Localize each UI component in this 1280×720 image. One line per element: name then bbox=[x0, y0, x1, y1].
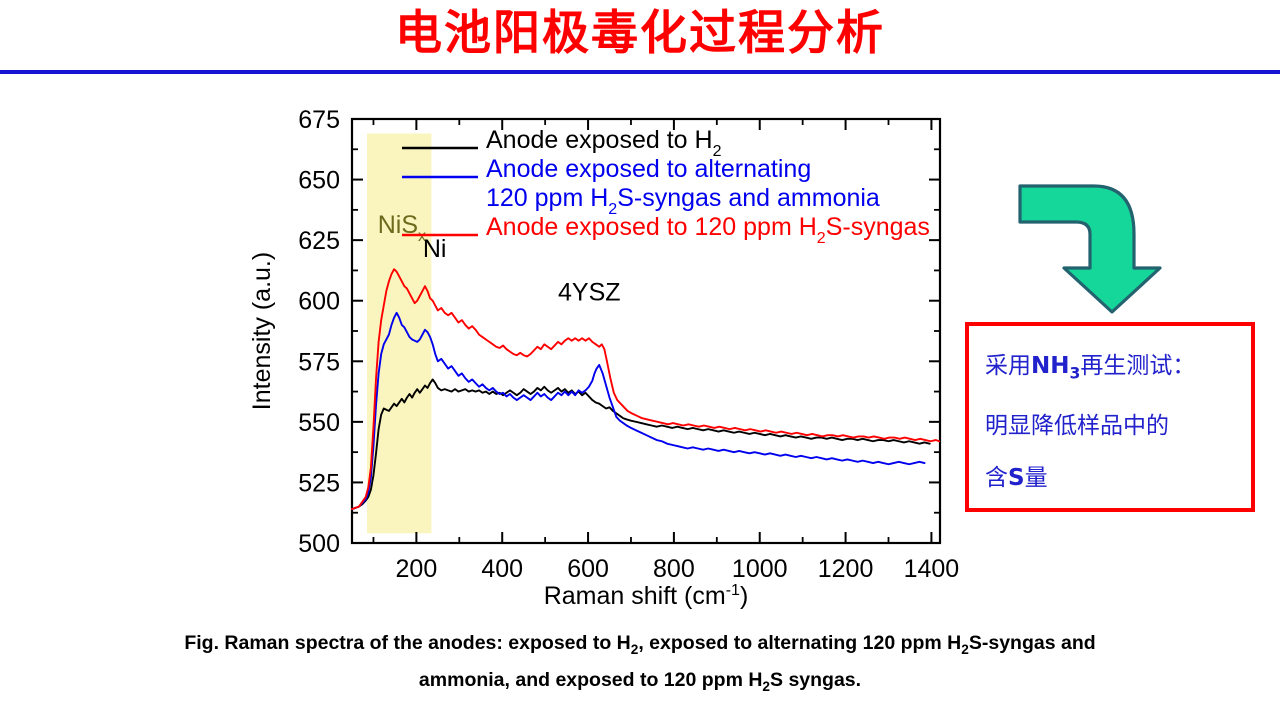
x-tick-label: 1400 bbox=[904, 555, 960, 583]
arrow-svg bbox=[1018, 184, 1162, 314]
page-title: 电池阳极毒化过程分析 bbox=[395, 6, 885, 61]
callout-line-3: 含S量 bbox=[985, 452, 1235, 504]
y-tick-label: 650 bbox=[298, 167, 340, 195]
callout-line-1: 采用NH3再生测试： bbox=[985, 340, 1235, 400]
legend-label: Anode exposed to H2 bbox=[486, 126, 722, 160]
annotation-2: 4YSZ bbox=[558, 279, 621, 307]
series-line-1 bbox=[351, 311, 926, 511]
callout-l3-a: 含 bbox=[985, 464, 1008, 491]
legend-label: Anode exposed to 120 ppm H2S-syngas bbox=[486, 213, 930, 247]
legend-label: 120 ppm H2S-syngas and ammonia bbox=[486, 184, 880, 218]
callout-box: 采用NH3再生测试： 明显降低样品中的 含S量 bbox=[965, 322, 1255, 512]
caption-l2a: ppm H bbox=[900, 632, 962, 654]
callout-l1-c: 再生测试： bbox=[1080, 353, 1196, 379]
x-tick-label: 1200 bbox=[818, 555, 874, 583]
series-line-2 bbox=[351, 268, 941, 511]
caption-l2b: S-syngas and ammonia, and exposed to 120… bbox=[418, 632, 1096, 691]
x-tick-label: 600 bbox=[567, 555, 609, 583]
annotation-1: Ni bbox=[423, 235, 447, 263]
callout-l1-b: NH bbox=[1031, 353, 1070, 379]
NiSx-band bbox=[367, 133, 432, 534]
callout-line-2: 明显降低样品中的 bbox=[985, 412, 1169, 439]
caption-l2s2: 2 bbox=[762, 678, 771, 694]
caption-l2s1: 2 bbox=[961, 641, 969, 657]
x-tick-label: 400 bbox=[481, 555, 523, 583]
y-axis-label: Intensity (a.u.) bbox=[248, 252, 276, 410]
arrow-shape bbox=[1018, 184, 1162, 314]
x-axis-tick-labels: 200 400 600 800 1000 1200 1400 bbox=[396, 555, 960, 583]
y-tick-label: 500 bbox=[298, 530, 340, 558]
bent-down-arrow-icon bbox=[1002, 172, 1212, 317]
caption-l2c: S syngas. bbox=[770, 668, 862, 691]
y-tick-label: 575 bbox=[298, 348, 340, 376]
y-tick-label: 675 bbox=[298, 106, 340, 134]
series-line-0 bbox=[351, 378, 931, 511]
x-axis-label: Raman shift (cm-1) bbox=[544, 582, 749, 610]
legend-label: Anode exposed to alternating bbox=[486, 155, 811, 183]
nisx-highlight-band bbox=[367, 133, 432, 534]
callout-l3-b: S bbox=[1008, 464, 1025, 491]
y-tick-label: 625 bbox=[298, 227, 340, 255]
caption-l1sub: 2 bbox=[630, 641, 639, 657]
y-tick-label: 525 bbox=[298, 469, 340, 497]
y-tick-label: 600 bbox=[298, 288, 340, 316]
x-tick-label: 1000 bbox=[732, 555, 788, 583]
caption-l1a: Fig. Raman spectra of the anodes: expose… bbox=[184, 632, 631, 654]
raman-spectra-chart: 200 400 600 800 1000 1200 1400 500 525 550 575 600… bbox=[236, 100, 964, 620]
figure-caption: Fig. Raman spectra of the anodes: expose… bbox=[150, 628, 1130, 702]
spectra-series-group bbox=[351, 268, 941, 511]
chart-svg: 200 400 600 800 1000 1200 1400 500 525 550 575 600… bbox=[248, 106, 960, 610]
x-tick-label: 800 bbox=[653, 555, 695, 583]
callout-l3-c: 量 bbox=[1024, 464, 1048, 491]
plot-frame bbox=[350, 117, 942, 545]
caption-l1b: , exposed to alternating 120 bbox=[638, 632, 896, 654]
x-tick-label: 200 bbox=[396, 555, 438, 583]
y-axis-tick-labels: 500 525 550 575 600 625 650 675 bbox=[298, 106, 340, 558]
y-tick-label: 550 bbox=[298, 409, 340, 437]
title-divider bbox=[0, 70, 1280, 74]
callout-l1-a: 采用 bbox=[985, 353, 1031, 379]
callout-l1-sub: 3 bbox=[1069, 363, 1081, 383]
